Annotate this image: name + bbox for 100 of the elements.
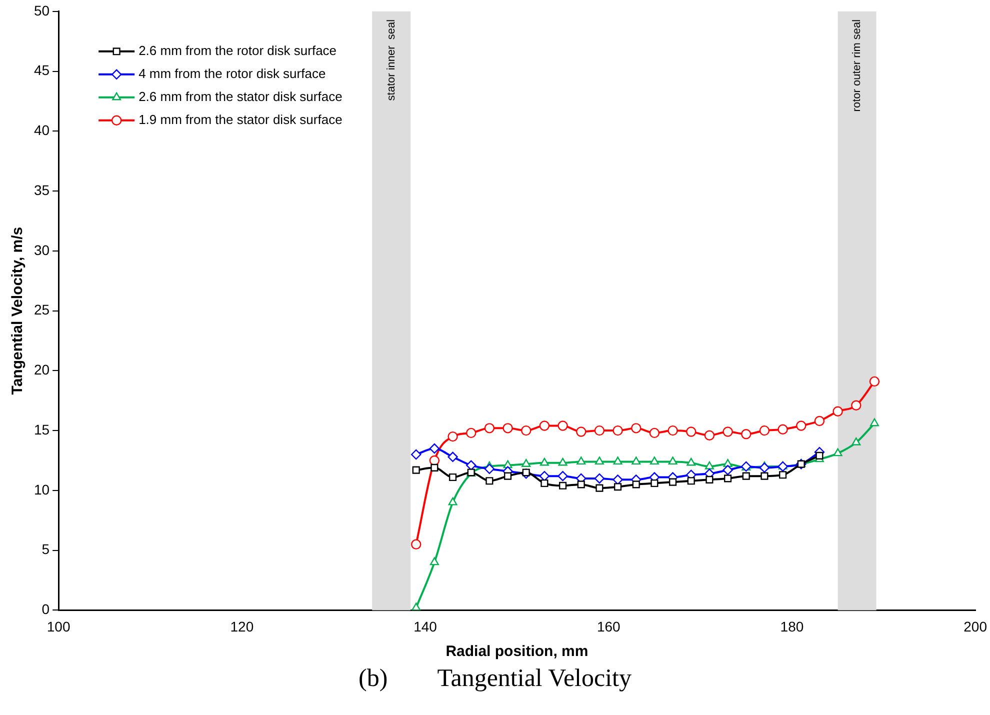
y-tick-label: 50 (34, 2, 50, 18)
point (594, 456, 604, 465)
point (448, 473, 457, 482)
point (484, 464, 495, 474)
point (742, 472, 750, 480)
point (706, 476, 714, 484)
point (870, 418, 879, 426)
point (429, 455, 440, 466)
y-tick-label: 35 (34, 182, 50, 198)
text: (b) Tangential Velocity (358, 665, 632, 693)
y-tick-label: 0 (42, 601, 50, 618)
point (430, 464, 438, 472)
point (778, 424, 788, 434)
y-tick-label: 40 (34, 122, 50, 138)
point (612, 474, 623, 485)
point (540, 458, 549, 466)
point (759, 462, 770, 473)
point (502, 423, 513, 434)
point (668, 456, 678, 465)
point (704, 461, 714, 470)
point (632, 480, 640, 488)
point (668, 425, 678, 436)
y-tick-label: 5 (42, 541, 50, 558)
point (558, 458, 568, 466)
x-axis-title: Radial position, mm (446, 643, 588, 660)
x-tick-label: 100 (46, 618, 70, 634)
point (686, 426, 696, 437)
point (851, 400, 862, 411)
point (522, 468, 530, 476)
point (539, 420, 550, 431)
point (816, 452, 824, 460)
point (521, 425, 532, 436)
point (631, 423, 642, 434)
point (833, 448, 842, 456)
point (466, 428, 476, 438)
point (576, 456, 586, 465)
point (814, 416, 825, 426)
point (577, 480, 585, 488)
point (778, 461, 788, 472)
point (760, 472, 768, 480)
point (448, 431, 458, 442)
point (448, 452, 458, 462)
point (429, 443, 440, 454)
point (704, 430, 715, 440)
point (613, 456, 622, 465)
point (448, 497, 458, 506)
point (869, 376, 880, 387)
point (412, 602, 421, 610)
point (486, 477, 494, 485)
point (411, 539, 422, 550)
point (466, 460, 476, 470)
point (612, 425, 623, 436)
point (558, 420, 568, 431)
point (594, 473, 605, 484)
y-tick-label: 10 (34, 481, 50, 498)
point (504, 472, 512, 480)
point (796, 420, 806, 431)
band-label: stator inner seal (385, 19, 398, 101)
point (632, 456, 641, 465)
x-tick-label: 160 (596, 618, 621, 634)
point (724, 474, 732, 482)
point (596, 484, 604, 492)
legend-label: 4 mm from the rotor disk surface (138, 66, 326, 81)
y-tick-label: 30 (34, 242, 50, 258)
point (649, 428, 660, 438)
y-tick-label: 15 (34, 421, 50, 438)
point (540, 479, 548, 488)
point (832, 406, 843, 416)
point (412, 466, 420, 474)
point (484, 423, 495, 434)
point (687, 477, 695, 485)
y-tick-label: 20 (34, 362, 50, 378)
point (559, 482, 567, 490)
point (411, 449, 422, 460)
y-tick-label: 25 (34, 302, 50, 318)
point (576, 426, 586, 437)
point (558, 470, 568, 482)
point (779, 471, 787, 479)
point (594, 425, 605, 436)
point (614, 483, 622, 491)
point (686, 458, 696, 466)
y-tick-label: 45 (34, 62, 50, 78)
point (741, 429, 752, 440)
point (722, 464, 733, 476)
point (669, 478, 677, 486)
point (503, 460, 512, 468)
point (650, 479, 658, 488)
point (430, 557, 439, 566)
legend-label: 2.6 mm from the rotor disk surface (138, 42, 337, 58)
point (759, 425, 770, 436)
legend-label: 1.9 mm from the stator disk surface (138, 112, 342, 127)
point (522, 458, 531, 467)
band-label: rotor outer rim seal (851, 19, 864, 112)
x-tick-label: 200 (964, 618, 988, 634)
x-tick-label: 180 (780, 618, 804, 634)
point (723, 458, 732, 467)
x-tick-label: 140 (414, 618, 438, 634)
legend-label: 2.6 mm from the stator disk surface (138, 88, 342, 104)
point (722, 426, 733, 437)
point (852, 437, 861, 446)
